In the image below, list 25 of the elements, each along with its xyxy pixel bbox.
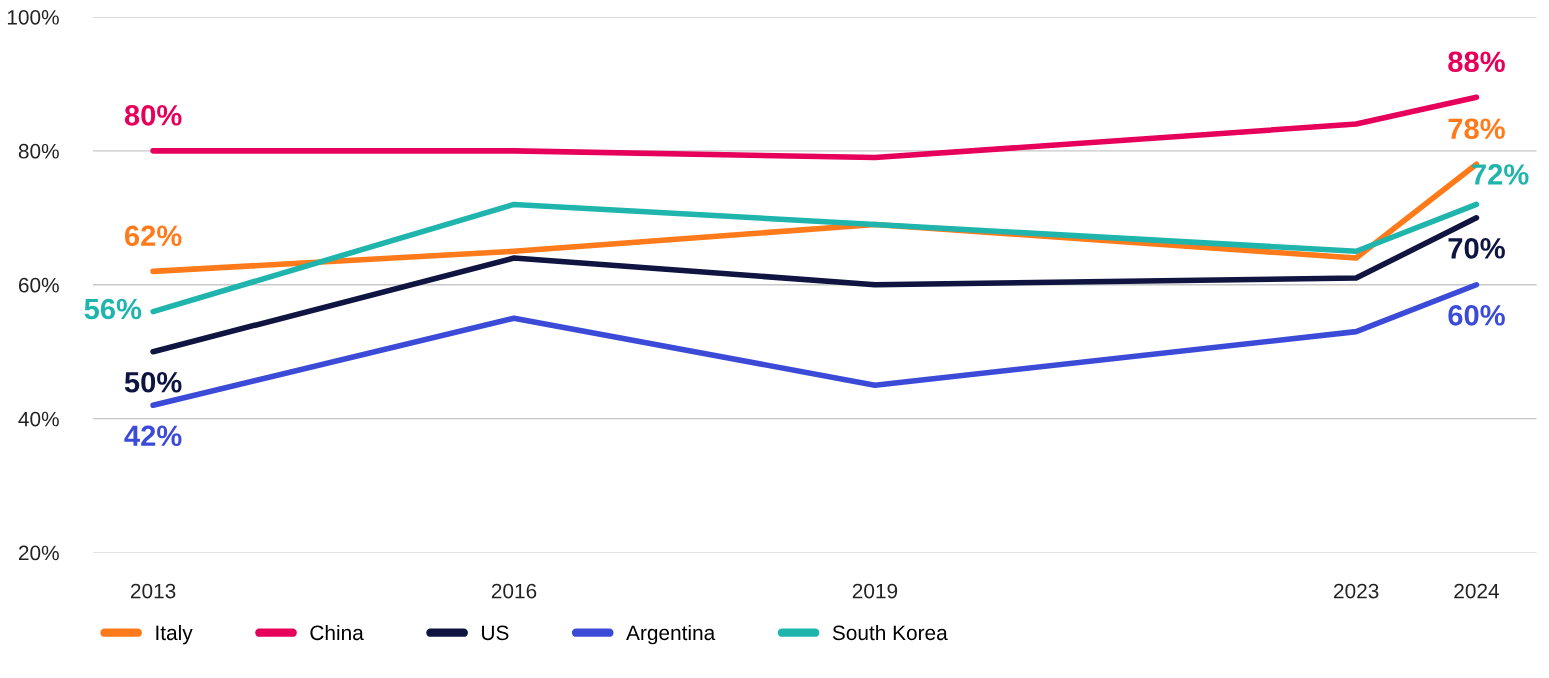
data-label: 78% [1448,118,1505,140]
y-tick-label: 100% [7,9,59,25]
data-label: 72% [1472,164,1529,185]
x-tick-label: 2024 [1454,583,1500,599]
legend-label: Italy [156,624,193,645]
y-tick-label: 40% [18,411,59,427]
x-tick-label: 2016 [491,583,537,599]
data-label: 70% [1448,238,1505,259]
data-label: 62% [124,225,182,247]
legend-label: US [482,625,509,641]
data-label: 56% [84,298,142,320]
data-label: 88% [1448,51,1505,73]
legend-label: Argentina [626,624,716,645]
legend-label: China [310,624,364,641]
x-tick-label: 2013 [130,583,176,599]
y-tick-label: 80% [18,143,59,159]
data-label: 50% [124,371,182,393]
data-label: 60% [1448,304,1505,326]
y-tick-label: 20% [18,545,59,561]
y-tick-label: 60% [18,277,59,293]
x-tick-label: 2019 [852,583,898,599]
data-label: 80% [124,104,182,126]
x-tick-label: 2023 [1334,583,1379,599]
legend-label: South Korea [832,624,948,641]
data-label: 42% [124,425,182,447]
